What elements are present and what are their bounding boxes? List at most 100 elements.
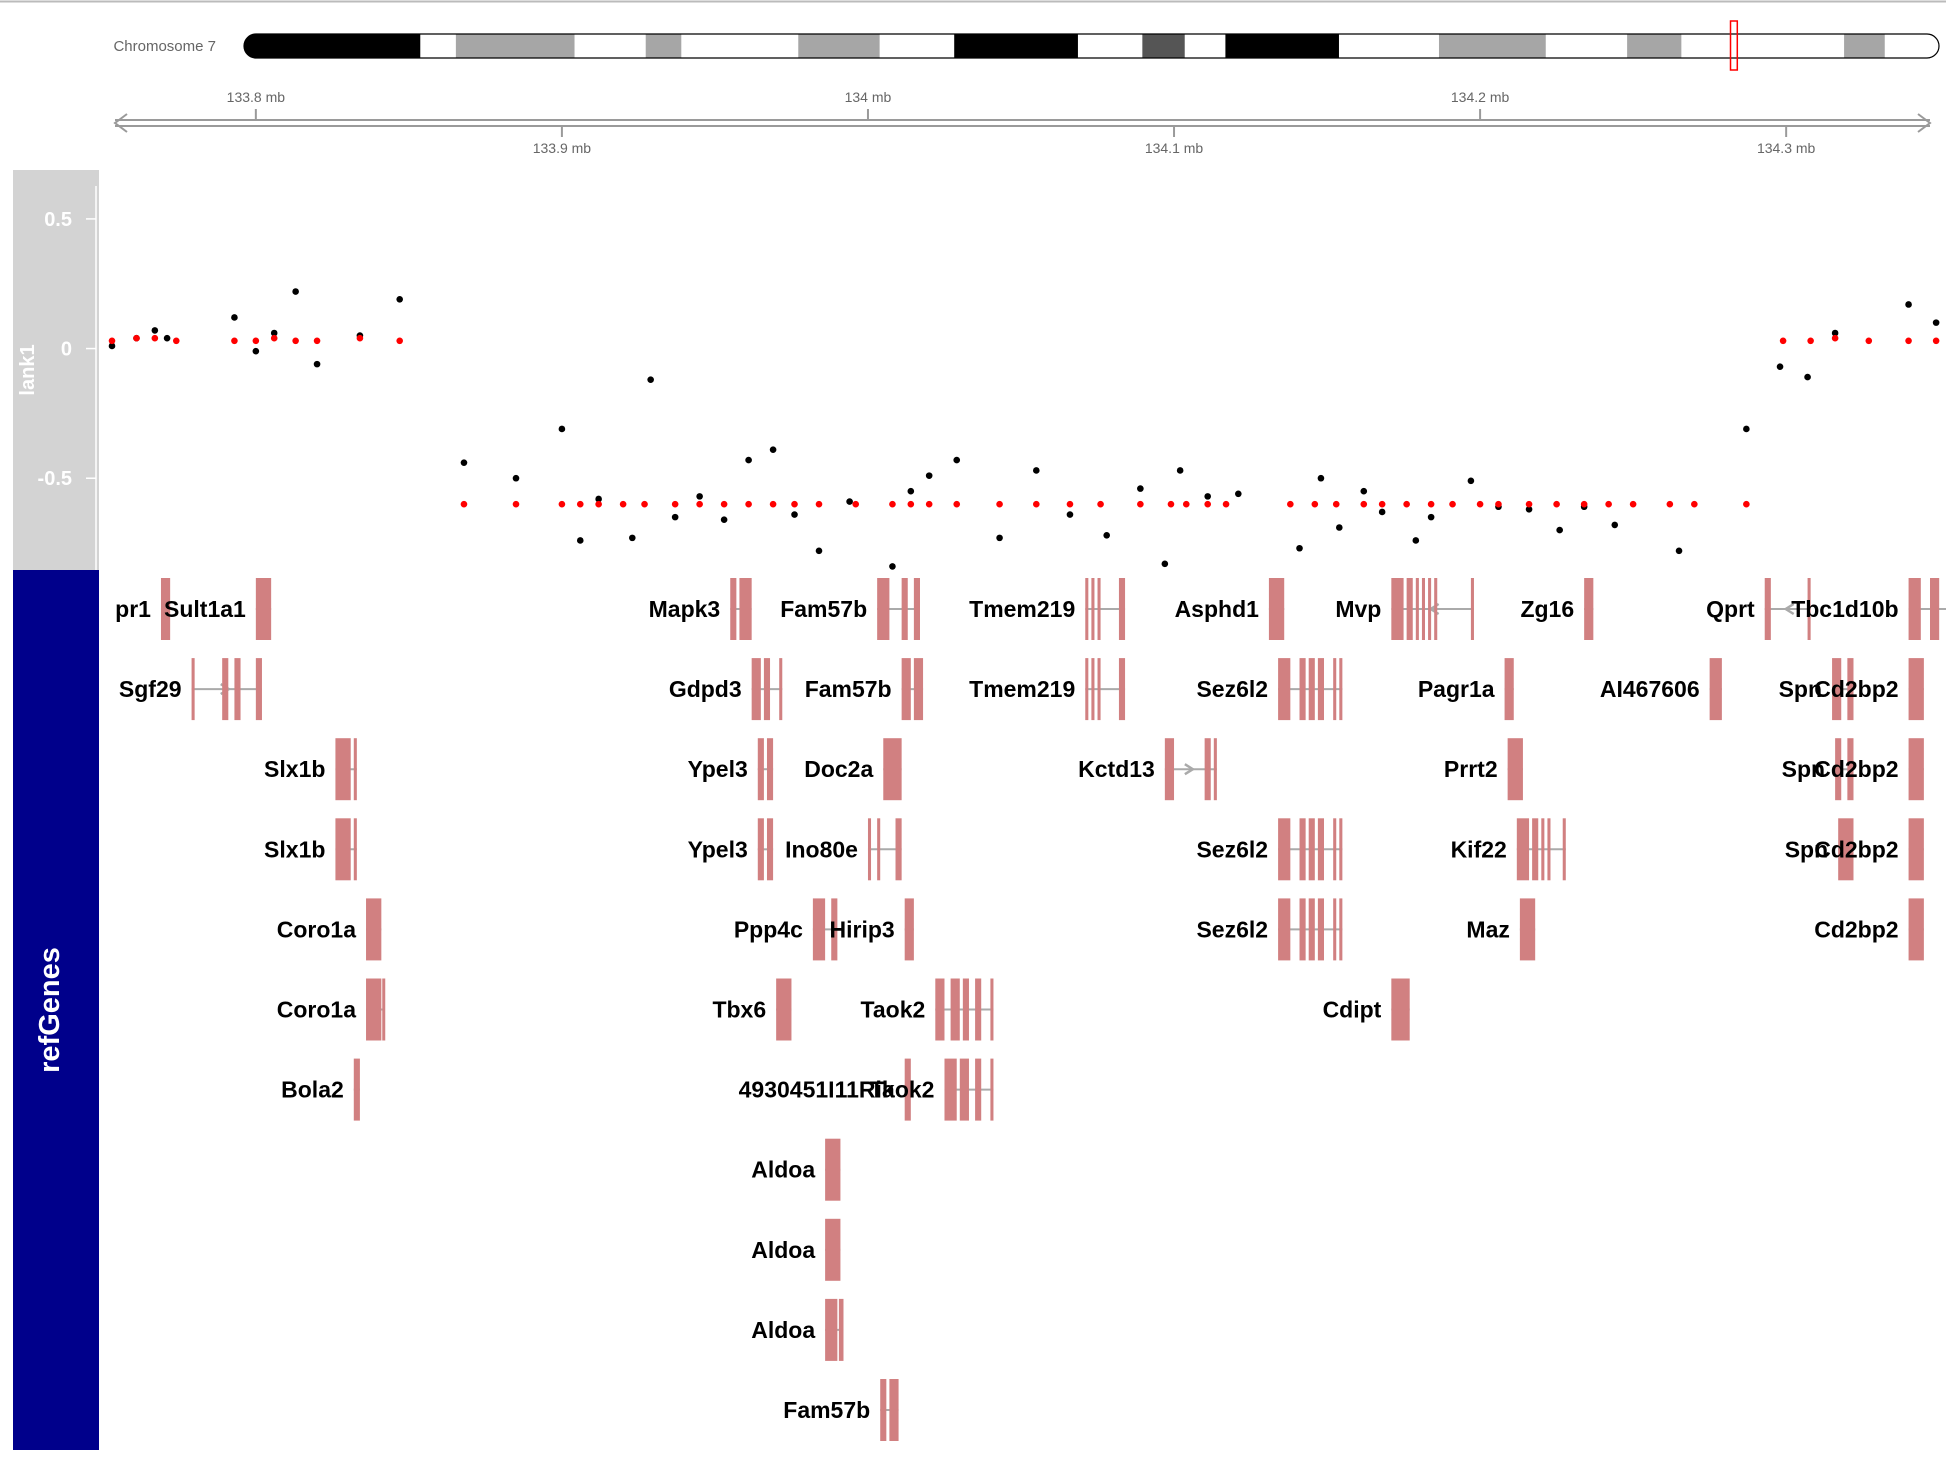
data-point <box>172 337 180 345</box>
axis-arrow-left <box>113 113 128 133</box>
gene-exon <box>366 898 382 961</box>
gene-exon <box>353 738 357 801</box>
data-point <box>791 500 798 508</box>
data-point <box>629 534 636 542</box>
data-point <box>231 314 238 321</box>
gene-models: pr1 Sult1a1 Mapk3 Fam57b Tmem219 Asphd1 Mvp Zg1… <box>115 578 1946 1441</box>
data-point <box>889 563 896 570</box>
axis-tick-label: 134 mb <box>845 89 892 105</box>
gene-model: Ino80e <box>785 818 902 881</box>
gene-label: AI467606 <box>1600 676 1700 702</box>
gene-label: Aldoa <box>751 1237 815 1263</box>
data-point <box>1296 544 1303 552</box>
gene-model: Zg16 <box>1520 578 1594 640</box>
gene-exon <box>763 658 771 721</box>
data-point <box>671 513 679 521</box>
gene-model: Tmem219 <box>969 658 1126 721</box>
gene-exon <box>1118 658 1126 721</box>
data-point <box>1137 500 1144 508</box>
gene-model: Mapk3 <box>649 578 752 640</box>
gene-label: Slx1b <box>264 836 325 862</box>
y-tick-label: 0.5 <box>44 209 72 231</box>
gene-label: Tbc1d10b <box>1791 596 1898 622</box>
gene-exon <box>944 1058 957 1121</box>
data-point <box>512 474 520 482</box>
data-point <box>1905 301 1912 308</box>
gene-exon <box>1268 578 1285 640</box>
data-point <box>1033 467 1040 474</box>
gene-exon <box>1470 578 1474 640</box>
gene-model: Bola2 <box>281 1058 360 1121</box>
data-point <box>1427 500 1435 508</box>
ideogram-band <box>1077 34 1143 58</box>
gene-label: Ypel3 <box>688 836 748 862</box>
data-point <box>1066 500 1074 508</box>
ideogram-band <box>954 34 1079 58</box>
data-point <box>133 334 140 342</box>
gene-exon <box>1317 658 1324 721</box>
data-point <box>1831 334 1839 342</box>
data-point <box>1066 511 1074 518</box>
gene-label: Coro1a <box>277 997 356 1023</box>
gene-model: Cd2bp2 <box>1814 818 1924 881</box>
gene-model: Cd2bp2 <box>1814 738 1924 801</box>
data-point <box>1403 500 1410 508</box>
gene-model: Fam57b <box>783 1379 899 1441</box>
data-point <box>1182 500 1190 508</box>
gene-exon <box>1415 578 1419 640</box>
gene-exon <box>935 978 945 1041</box>
gene-exon <box>1908 898 1924 961</box>
y-tick-label: 0 <box>61 339 72 361</box>
gene-exon <box>1317 818 1324 881</box>
ideogram-band <box>1184 34 1226 58</box>
data-point <box>996 534 1003 542</box>
strand-arrow <box>1184 763 1196 776</box>
data-point <box>1865 337 1873 345</box>
gene-exon <box>1584 578 1594 640</box>
gene-exon <box>867 818 872 881</box>
data-point <box>1675 547 1683 555</box>
data-point <box>1905 337 1912 345</box>
data-point <box>953 456 961 464</box>
gene-exon <box>353 1058 360 1121</box>
gene-label: Slx1b <box>264 756 325 782</box>
gene-exon <box>901 658 911 721</box>
data-point <box>925 500 933 508</box>
gene-model: Prrt2 <box>1444 738 1523 801</box>
gene-exon <box>766 738 774 801</box>
gene-exon <box>234 658 241 721</box>
gene-model: Kif22 <box>1451 818 1566 881</box>
data-point <box>1103 531 1110 539</box>
data-point <box>769 446 777 454</box>
ideogram-band <box>244 34 421 58</box>
gene-model: Fam57b <box>780 578 920 640</box>
data-point <box>313 337 321 345</box>
ideogram-band <box>1438 34 1547 58</box>
gene-exon <box>335 738 351 801</box>
gene-exon <box>975 978 982 1041</box>
data-point <box>769 500 777 508</box>
gene-label: Ino80e <box>785 836 858 862</box>
gene-label: Sgf29 <box>119 676 182 702</box>
gene-exon <box>883 738 902 801</box>
gene-exon <box>1333 898 1337 961</box>
gene-exon <box>1541 818 1545 881</box>
ideogram-band <box>879 34 955 58</box>
gene-exon <box>1278 898 1291 961</box>
data-point <box>1222 500 1230 508</box>
data-points <box>108 288 1940 570</box>
gene-label: Gdpd3 <box>669 676 742 702</box>
gene-exon <box>1847 658 1854 721</box>
data-point <box>576 537 584 544</box>
axis-tick-label: 133.8 mb <box>227 89 286 105</box>
gene-exon <box>730 578 737 640</box>
data-point <box>1360 487 1368 495</box>
genome-axis: 133.8 mb 134 mb 134.2 mb 133.9 mb 134.1 mb 13… <box>113 89 1932 156</box>
data-point <box>1427 513 1435 521</box>
data-point <box>1449 500 1456 508</box>
gene-exon <box>1516 818 1530 881</box>
gene-label: Mapk3 <box>649 596 721 622</box>
data-point <box>1743 500 1750 508</box>
data-point <box>1831 329 1839 337</box>
gene-label: Cd2bp2 <box>1814 756 1898 782</box>
